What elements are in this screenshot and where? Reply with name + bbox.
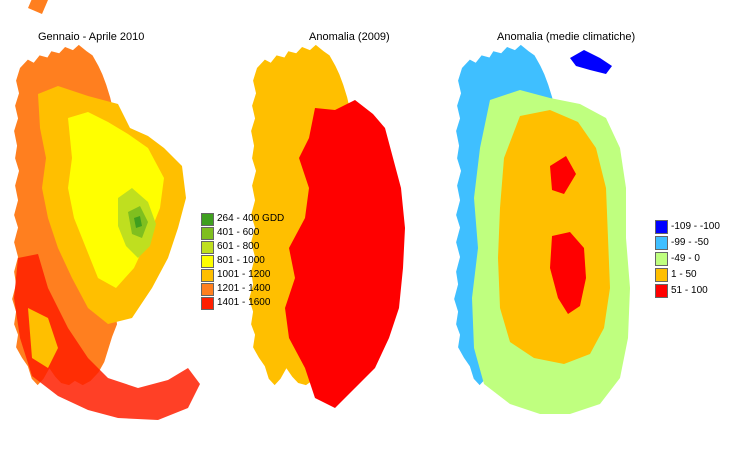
legend-swatch [655, 284, 668, 298]
legend-anomaly-item: 51 - 100 [655, 283, 720, 299]
legend-anomaly-item: -109 - -100 [655, 219, 720, 235]
legend-swatch [655, 268, 668, 282]
map-title-anomaly-2009: Anomalia (2009) [309, 31, 390, 43]
legend-swatch [655, 252, 668, 266]
legend-label: 264 - 400 GDD [217, 213, 285, 224]
legend-swatch [201, 254, 214, 268]
legend-label: -109 - -100 [671, 221, 720, 232]
legend-gdd: 264 - 400 GDD 401 - 600 601 - 800 801 - … [201, 212, 284, 310]
legend-label: 401 - 600 [217, 227, 260, 238]
legend-swatch [201, 296, 214, 310]
legend-swatch [201, 226, 214, 240]
legend-gdd-item: 1001 - 1200 [201, 268, 284, 282]
map-title-anomaly-climate: Anomalia (medie climatiche) [497, 31, 636, 43]
legend-swatch [655, 236, 668, 250]
map-title-gdd: Gennaio - Aprile 2010 [38, 31, 145, 43]
legend-gdd-item: 264 - 400 GDD [201, 212, 284, 226]
legend-label: 801 - 1000 [217, 255, 265, 266]
legend-label: 601 - 800 [217, 241, 260, 252]
legend-swatch [201, 212, 214, 226]
legend-label: -49 - 0 [671, 253, 700, 264]
legend-label: -99 - -50 [671, 237, 709, 248]
legend-swatch [201, 282, 214, 296]
legend-gdd-item: 1401 - 1600 [201, 296, 284, 310]
map-anomaly-climate [454, 44, 630, 414]
legend-gdd-item: 1201 - 1400 [201, 282, 284, 296]
legend-anomaly-item: -49 - 0 [655, 251, 720, 267]
legend-anomaly: -109 - -100 -99 - -50 -49 - 0 1 - 50 51 … [655, 219, 720, 299]
legend-swatch [201, 240, 214, 254]
legend-anomaly-item: 1 - 50 [655, 267, 720, 283]
legend-swatch [655, 220, 668, 234]
legend-gdd-item: 801 - 1000 [201, 254, 284, 268]
legend-label: 1001 - 1200 [217, 269, 271, 280]
map-anomaly-2009 [249, 44, 405, 408]
legend-anomaly-item: -99 - -50 [655, 235, 720, 251]
legend-gdd-item: 601 - 800 [201, 240, 284, 254]
legend-label: 1201 - 1400 [217, 283, 271, 294]
legend-label: 1 - 50 [671, 269, 697, 280]
map-gdd [12, 0, 200, 420]
legend-swatch [201, 268, 214, 282]
legend-label: 51 - 100 [671, 285, 708, 296]
legend-gdd-item: 401 - 600 [201, 226, 284, 240]
legend-label: 1401 - 1600 [217, 297, 271, 308]
